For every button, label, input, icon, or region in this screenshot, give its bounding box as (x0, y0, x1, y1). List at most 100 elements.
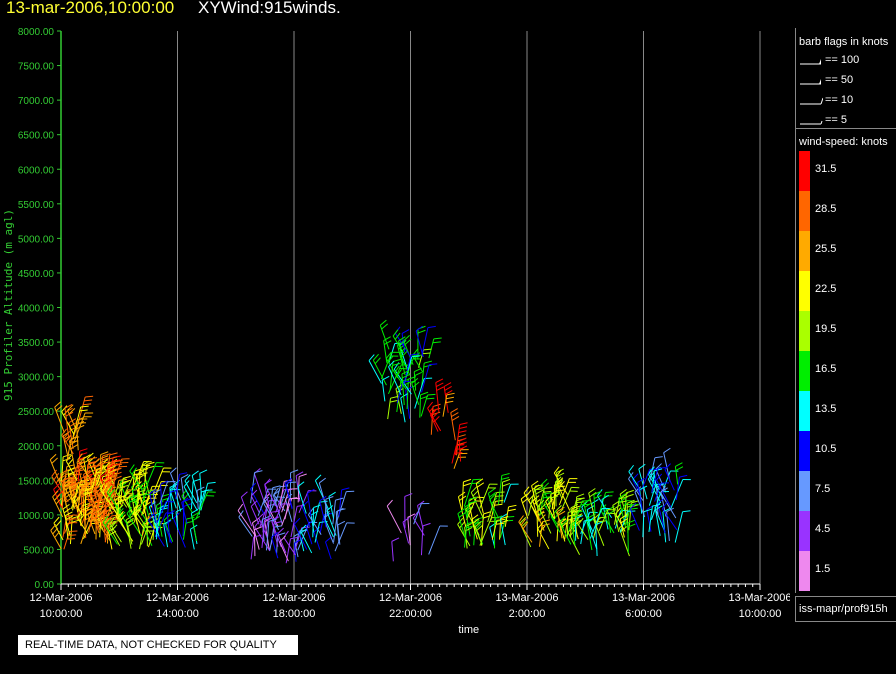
wind-barb-flag (301, 501, 309, 508)
wind-barb (279, 541, 289, 562)
wind-barb-flag (399, 340, 407, 346)
wind-barb-flag (436, 386, 444, 391)
wind-barb-flag (133, 504, 141, 510)
wind-barb-flag (472, 518, 480, 524)
wind-barb-flag (290, 536, 299, 540)
wind-barb-flag (104, 519, 111, 527)
wind-barb-flag (561, 519, 568, 527)
wind-barb (328, 496, 335, 519)
wind-barb (458, 441, 462, 462)
wind-barb-flag (113, 471, 122, 476)
wind-barb-flag (535, 484, 544, 487)
wind-barb (305, 525, 313, 545)
wind-barb-flag (383, 336, 391, 341)
wind-barb-flag (83, 403, 92, 406)
wind-barb-flag (284, 477, 292, 484)
wind-barb-flag (129, 494, 138, 499)
wind-barb-flag (63, 480, 72, 485)
wind-barb (99, 518, 109, 537)
wind-barb (662, 511, 667, 543)
wind-barb-flag (391, 537, 400, 542)
wind-barb-flag (146, 465, 155, 469)
wind-barb-flag (502, 478, 511, 483)
wind-barb (68, 440, 76, 470)
wind-barb-flag (543, 496, 552, 499)
wind-barb (263, 499, 279, 527)
wind-barb-flag (619, 514, 628, 520)
colorbar-label: 10.5 (815, 443, 837, 455)
barb-sample-icon (800, 97, 823, 105)
y-tick-label: 500.00 (23, 545, 54, 556)
wind-barb (160, 484, 163, 509)
wind-barb-flag (468, 500, 477, 504)
wind-barb-flag (489, 491, 497, 498)
wind-barb-flag (163, 519, 171, 525)
wind-barb-flag (65, 518, 74, 521)
wind-barb-flag (66, 464, 75, 468)
wind-barb-flag (520, 493, 528, 500)
wind-barb-flag (430, 408, 437, 416)
wind-barb-flag (153, 489, 161, 494)
wind-barb (428, 338, 435, 359)
colorbar-label: 1.5 (815, 563, 831, 575)
wind-barb-flag (445, 390, 453, 395)
wind-barb-flag (337, 508, 346, 512)
wind-barb-flag (471, 514, 479, 520)
wind-barb (435, 382, 440, 412)
wind-barb (470, 492, 485, 520)
wind-barb-flag (65, 411, 74, 417)
wind-barb-flag (420, 391, 429, 396)
wind-barb (76, 517, 89, 535)
wind-barb (181, 502, 188, 525)
y-tick-label: 4500.00 (18, 269, 55, 280)
wind-barb-flag (539, 525, 546, 533)
wind-barb-flag (422, 352, 431, 355)
wind-barb-flag (458, 437, 467, 442)
colorbar-label: 19.5 (815, 323, 837, 335)
wind-barb-flag (594, 517, 602, 524)
wind-barb (651, 468, 659, 493)
wind-barb-flag (613, 504, 621, 510)
wind-barb-flag (85, 395, 94, 398)
wind-barb (381, 379, 386, 402)
wind-barb-flag (79, 409, 88, 412)
wind-barb-flag (262, 515, 270, 520)
wind-barb (195, 491, 209, 520)
wind-barb (264, 521, 270, 551)
wind-barb-flag (128, 510, 135, 518)
wind-barb (199, 473, 203, 500)
wind-barb (102, 522, 118, 545)
wind-barb (155, 506, 162, 537)
y-tick-label: 7500.00 (18, 62, 55, 73)
wind-barb (558, 478, 570, 506)
wind-barb-flag (652, 503, 661, 507)
wind-barb (298, 490, 309, 514)
wind-barb (283, 537, 296, 556)
wind-barb-flag (169, 489, 178, 493)
wind-barb (253, 529, 256, 557)
colorbar-swatch (799, 191, 810, 231)
wind-barb-flag (139, 472, 148, 476)
y-tick-label: 2000.00 (18, 442, 55, 453)
wind-barb-flag (629, 507, 638, 510)
wind-barb-flag (634, 486, 642, 493)
wind-barb (149, 493, 157, 523)
wind-barb-flag (576, 493, 585, 498)
wind-barb-flag (122, 475, 131, 479)
wind-barb-flag (457, 434, 466, 438)
wind-barb (237, 510, 257, 538)
wind-barb-flag (379, 319, 387, 326)
wind-barb-flag (160, 497, 169, 501)
wind-barb (169, 487, 174, 520)
wind-barb-flag (426, 397, 435, 400)
wind-barb (536, 511, 539, 537)
wind-barb-flag (119, 514, 126, 522)
wind-barb-flag (574, 513, 583, 518)
y-tick-label: 2500.00 (18, 407, 55, 418)
wind-barb-flag (191, 470, 199, 476)
wind-barb-flag (63, 486, 72, 491)
wind-barb-flag (519, 517, 527, 524)
wind-barb-flag (111, 520, 118, 528)
wind-barb-flag (79, 514, 85, 522)
wind-barb-flag (85, 487, 93, 492)
